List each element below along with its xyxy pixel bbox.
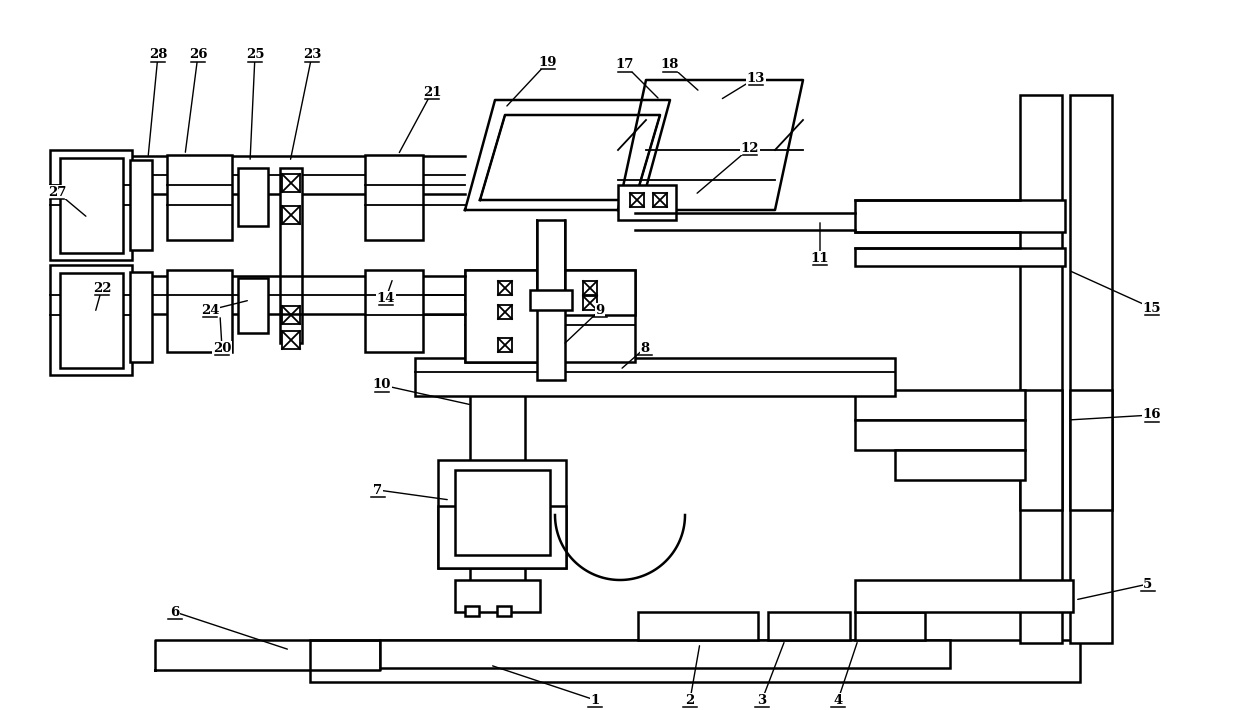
- Bar: [498, 281, 512, 295]
- Bar: [465, 270, 635, 362]
- Text: 6: 6: [170, 606, 180, 618]
- Text: 16: 16: [1143, 408, 1161, 422]
- Bar: [856, 580, 1073, 612]
- Bar: [130, 160, 153, 250]
- Bar: [238, 278, 268, 333]
- Bar: [379, 640, 950, 668]
- Bar: [498, 338, 512, 352]
- Text: 22: 22: [93, 281, 112, 295]
- Bar: [856, 612, 925, 640]
- Bar: [856, 200, 1065, 232]
- Bar: [281, 206, 300, 224]
- Text: 19: 19: [538, 55, 557, 68]
- Text: 3: 3: [758, 694, 766, 706]
- Bar: [438, 460, 565, 568]
- Bar: [768, 612, 849, 640]
- Bar: [281, 331, 300, 349]
- Text: 9: 9: [595, 303, 605, 317]
- Bar: [365, 270, 423, 352]
- Bar: [1021, 390, 1061, 510]
- Bar: [895, 450, 1025, 480]
- Text: 12: 12: [740, 141, 759, 155]
- Bar: [438, 506, 565, 568]
- Bar: [546, 270, 635, 315]
- Bar: [365, 155, 423, 240]
- Text: 5: 5: [1143, 577, 1153, 591]
- Bar: [529, 290, 572, 310]
- Text: 11: 11: [811, 251, 830, 265]
- Bar: [630, 193, 644, 207]
- Bar: [60, 273, 123, 368]
- Text: 23: 23: [303, 48, 321, 62]
- Text: 4: 4: [833, 694, 843, 706]
- Bar: [167, 155, 232, 240]
- Bar: [455, 470, 551, 555]
- Bar: [238, 168, 268, 226]
- Bar: [470, 390, 525, 610]
- Bar: [60, 158, 123, 253]
- Bar: [856, 390, 1025, 420]
- Bar: [618, 185, 676, 220]
- Bar: [167, 270, 232, 352]
- Bar: [281, 174, 300, 192]
- Bar: [465, 270, 546, 362]
- Bar: [1070, 95, 1112, 643]
- Bar: [856, 248, 1065, 266]
- Text: 26: 26: [188, 48, 207, 62]
- Bar: [415, 358, 895, 396]
- Text: 13: 13: [746, 72, 765, 84]
- Bar: [50, 150, 131, 260]
- Bar: [455, 580, 539, 612]
- Text: 20: 20: [213, 342, 231, 354]
- Bar: [465, 606, 479, 616]
- Text: 24: 24: [201, 303, 219, 317]
- Text: 28: 28: [149, 48, 167, 62]
- Text: 14: 14: [377, 292, 396, 305]
- Bar: [280, 168, 303, 343]
- Bar: [583, 296, 596, 310]
- Text: 17: 17: [616, 58, 634, 72]
- Bar: [639, 612, 758, 640]
- Bar: [497, 606, 511, 616]
- Polygon shape: [618, 80, 804, 210]
- Bar: [856, 420, 1025, 450]
- Polygon shape: [465, 100, 670, 210]
- Text: 2: 2: [686, 694, 694, 706]
- Bar: [653, 193, 667, 207]
- Text: 25: 25: [246, 48, 264, 62]
- Text: 15: 15: [1143, 302, 1161, 315]
- Bar: [583, 281, 596, 295]
- Text: 27: 27: [48, 185, 66, 199]
- Bar: [50, 265, 131, 375]
- Bar: [1070, 390, 1112, 510]
- Polygon shape: [480, 115, 660, 200]
- Text: 8: 8: [640, 342, 650, 354]
- Text: 10: 10: [373, 378, 391, 391]
- Text: 18: 18: [661, 58, 680, 72]
- Bar: [130, 272, 153, 362]
- Bar: [1021, 95, 1061, 643]
- Bar: [281, 306, 300, 324]
- Bar: [498, 305, 512, 319]
- Text: 21: 21: [423, 85, 441, 99]
- Bar: [310, 640, 1080, 682]
- Bar: [537, 220, 565, 380]
- Polygon shape: [155, 640, 379, 670]
- Text: 1: 1: [590, 694, 600, 706]
- Text: 7: 7: [373, 484, 383, 496]
